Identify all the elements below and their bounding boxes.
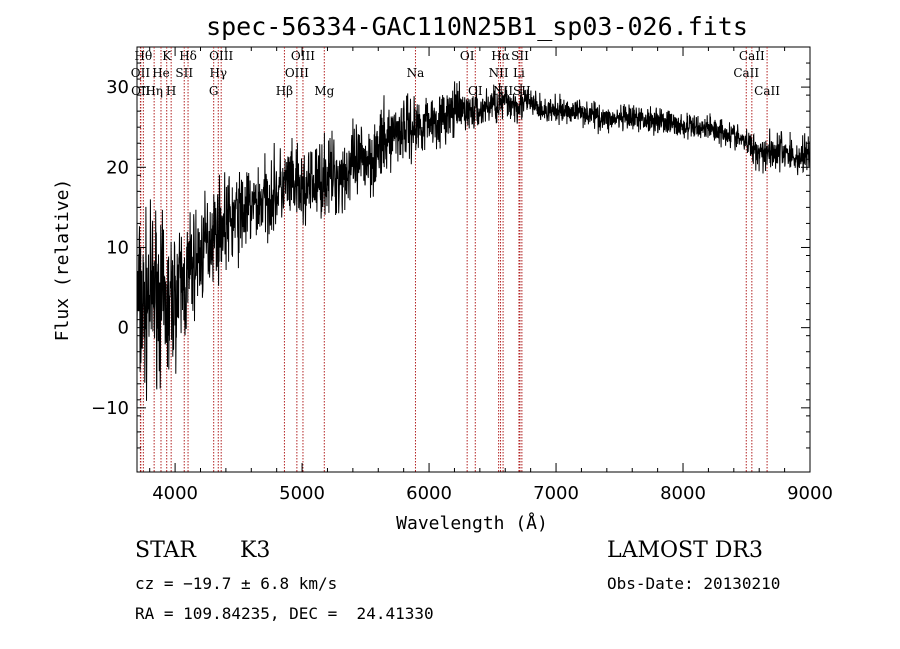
survey-name: LAMOST DR3 [607,538,763,563]
y-tick-label: 0 [118,318,129,339]
spectral-line-label: OII [131,66,151,80]
observation-date: Obs-Date: 20130210 [607,574,781,593]
flux-series [136,81,811,401]
x-tick-label: 8000 [660,483,706,504]
x-tick-label: 4000 [152,483,198,504]
y-tick-label: −10 [91,398,129,419]
flux-line [136,81,811,401]
spectral-line-label: SII [175,66,193,80]
x-tick-label: 9000 [787,483,833,504]
object-subclass: K3 [240,538,271,563]
spectral-line-label: Na [407,66,425,80]
x-tick-label: 7000 [533,483,579,504]
spectral-line-label: H [166,84,176,98]
spectral-line-label: OI [460,49,475,63]
spectral-line-label: Mg [314,84,334,98]
spectral-line-label: OIII [209,49,233,63]
spectral-line-label: NII [489,66,509,80]
spectral-line-label: SII [513,84,531,98]
spectral-line-label: CaII [733,66,759,80]
spectral-line-label: K [162,49,172,63]
spectral-line-label: Hθ [134,49,152,63]
y-tick-label: 10 [106,237,129,258]
spectral-line-label: He [152,66,170,80]
chart-title: spec-56334-GAC110N25B1_sp03-026.fits [206,12,748,41]
spectral-line-markers [139,47,768,472]
spectral-line-label: OIII [291,49,315,63]
spectral-line-label: OIII [285,66,309,80]
line-annotations: HθOIIOIIHηHeKHSIIHδGHγOIIIHβOIIIOIIIMgNa… [131,49,780,98]
redshift-velocity: cz = −19.7 ± 6.8 km/s [135,574,338,593]
x-axis-label: Wavelength (Å) [396,512,548,534]
spectral-line-label: CaII [739,49,765,63]
x-tick-label: 6000 [406,483,452,504]
spectral-line-label: G [209,84,219,98]
y-tick-label: 30 [106,77,129,98]
spectral-line-label: Hβ [276,84,293,98]
spectral-line-label: Hη [145,84,163,98]
spectral-line-label: NII [493,84,513,98]
spectral-line-label: CaII [754,84,780,98]
spectral-line-label: OI [468,84,483,98]
x-tick-label: 5000 [279,483,325,504]
spectral-line-label: Hα [491,49,510,63]
spectral-line-label: Hδ [179,49,197,63]
axis-ticks: 4000 5000 6000 7000 8000 9000 −10 0 10 20 30 [91,46,833,504]
y-axis-label: Flux (relative) [52,179,73,342]
coordinates: RA = 109.84235, DEC = 24.41330 [135,604,434,623]
spectral-line-label: Li [513,66,525,80]
object-class: STAR [135,538,196,563]
spectral-line-label: SII [511,49,529,63]
spectral-line-label: OII [131,84,151,98]
plot-frame [136,46,811,473]
spectral-line-label: Hγ [209,66,227,80]
y-tick-label: 20 [106,157,129,178]
